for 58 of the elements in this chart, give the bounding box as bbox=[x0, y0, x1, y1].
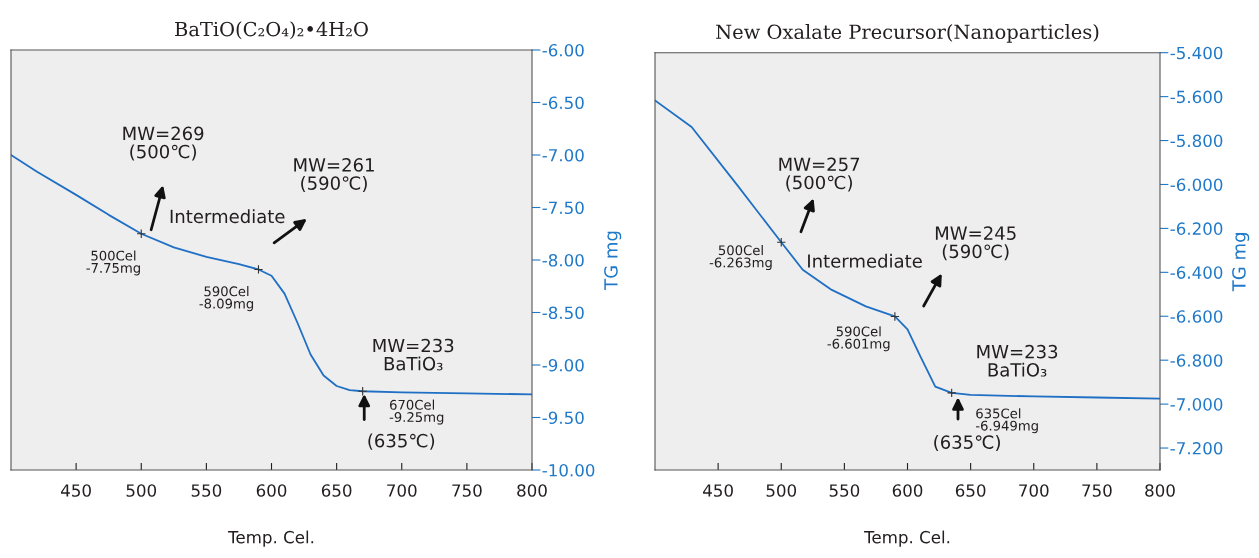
y-tick-label: -6.200 bbox=[1170, 222, 1223, 235]
x-tick-label: 750 bbox=[1082, 484, 1112, 497]
x-tick-label: 550 bbox=[191, 484, 222, 497]
y-tick-label: -5.600 bbox=[1170, 90, 1223, 104]
y-tick-label: -8.00 bbox=[542, 253, 584, 267]
x-tick-label: 450 bbox=[703, 484, 733, 497]
annotation: Intermediate bbox=[808, 253, 922, 268]
annotation: MW=233 BaTiO₃ bbox=[373, 338, 454, 371]
y-tick-label: -6.50 bbox=[542, 96, 584, 110]
x-tick-label: 800 bbox=[1145, 484, 1175, 497]
x-tick-label: 600 bbox=[892, 484, 923, 497]
x-tick-label: 800 bbox=[517, 484, 547, 497]
x-tick-label: 700 bbox=[1019, 484, 1049, 497]
annotation: 590Cel -6.601mg bbox=[827, 326, 890, 352]
x-tick-label: 750 bbox=[452, 484, 482, 497]
x-tick-label: 550 bbox=[829, 484, 860, 497]
annotation: (635℃) bbox=[368, 433, 435, 450]
annotation: 635Cel -6.949mg bbox=[975, 408, 1038, 434]
x-tick-label: 500 bbox=[766, 484, 797, 497]
annotation: Intermediate bbox=[170, 209, 285, 224]
y-axis-title: TG mg bbox=[604, 231, 622, 290]
y-tick-label: -6.00 bbox=[542, 43, 584, 57]
y-tick-label: -5.800 bbox=[1170, 134, 1223, 148]
y-axis-title: TG mg bbox=[1232, 233, 1250, 292]
x-tick-label: 650 bbox=[955, 484, 986, 497]
annotation: MW=269 (500℃) bbox=[123, 126, 204, 161]
annotation: MW=261 (590℃) bbox=[294, 158, 374, 193]
annotation: 590Cel -8.09mg bbox=[199, 286, 254, 312]
line-series bbox=[655, 99, 1160, 400]
annotation: 500Cel -7.75mg bbox=[86, 250, 140, 276]
y-tick-label: -8.50 bbox=[542, 306, 584, 320]
annotation: MW=233 BaTiO₃ bbox=[977, 344, 1058, 377]
annotation: (635℃) bbox=[934, 434, 1000, 452]
y-tick-label: -7.000 bbox=[1170, 398, 1223, 411]
y-tick-label: -6.000 bbox=[1170, 178, 1223, 192]
chart-title: BaTiO(C₂O₄)₂•4H₂O bbox=[175, 21, 368, 40]
x-tick-label: 450 bbox=[61, 484, 91, 497]
x-tick-label: 500 bbox=[126, 484, 157, 497]
x-axis-title: Temp. Cel. bbox=[864, 530, 950, 547]
y-tick-label: -9.00 bbox=[542, 358, 584, 372]
x-axis-title: Temp. Cel. bbox=[228, 530, 314, 547]
annotation: 670Cel -9.25mg bbox=[389, 399, 444, 425]
x-tick-label: 700 bbox=[387, 484, 417, 497]
y-tick-label: -10.00 bbox=[542, 463, 595, 477]
y-tick-label: -6.600 bbox=[1170, 310, 1223, 323]
x-tick-label: 650 bbox=[321, 484, 352, 497]
annotation: MW=257 (500℃) bbox=[779, 157, 860, 192]
x-tick-label: 600 bbox=[256, 484, 287, 497]
y-tick-label: -5.400 bbox=[1170, 46, 1223, 60]
y-tick-label: -6.400 bbox=[1170, 266, 1223, 279]
annotation: MW=245 (590℃) bbox=[935, 226, 1016, 261]
y-tick-label: -6.800 bbox=[1170, 354, 1223, 367]
y-tick-label: -7.00 bbox=[542, 148, 584, 162]
y-tick-label: -7.200 bbox=[1170, 442, 1223, 455]
chart-title: New Oxalate Precursor(Nanoparticles) bbox=[716, 24, 1099, 43]
y-tick-label: -7.50 bbox=[542, 201, 584, 215]
y-tick-label: -9.50 bbox=[542, 411, 584, 425]
annotation: 500Cel -6.263mg bbox=[709, 245, 772, 271]
